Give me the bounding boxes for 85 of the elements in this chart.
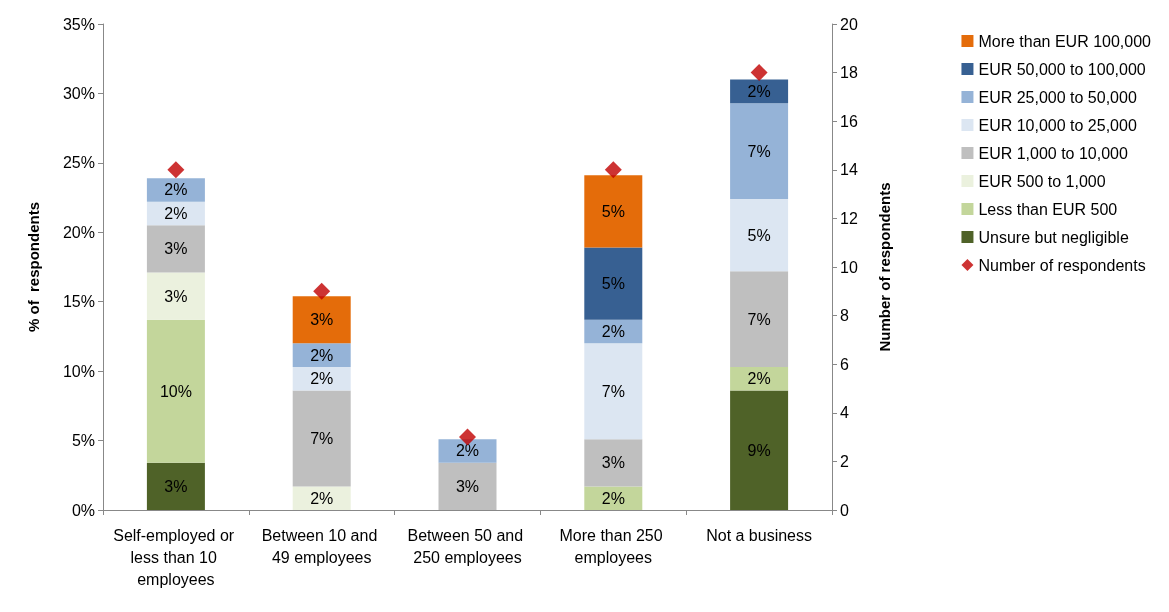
- data-label: 3%: [164, 477, 188, 495]
- point: [167, 161, 185, 179]
- data-label: 3%: [164, 240, 188, 258]
- y2-tick-label: 10: [840, 258, 858, 276]
- y-tick-label: 5%: [71, 432, 95, 450]
- x-tick-label: Between 50 and 250 employees: [407, 526, 528, 566]
- bar: [730, 103, 789, 199]
- bar: [730, 390, 789, 510]
- x-tick-label: Not a business: [706, 526, 813, 544]
- legend-label: Unsure but negligible: [978, 228, 1129, 246]
- x-tick-label: Self-employed or less than 10 employees: [113, 526, 239, 588]
- data-label: 7%: [310, 429, 334, 447]
- y2-tick-label: 12: [840, 209, 858, 227]
- legend-label: Number of respondents: [978, 256, 1146, 274]
- bar: [292, 296, 351, 344]
- bar: [292, 390, 351, 487]
- bar: [146, 225, 205, 273]
- legend-label: EUR 25,000 to 50,000: [978, 88, 1137, 106]
- legend-label: EUR 500 to 1,000: [978, 172, 1106, 190]
- y2-tick-label: 16: [840, 112, 858, 130]
- legend-label: More than EUR 100,000: [978, 32, 1152, 50]
- bar: [292, 343, 351, 367]
- point: [604, 161, 622, 179]
- y2-tick-label: 8: [840, 307, 849, 325]
- data-label: 3%: [455, 477, 480, 495]
- bar: [584, 247, 643, 320]
- y-tick-label: 25%: [62, 154, 95, 172]
- y-tick-label: 20%: [62, 223, 95, 241]
- data-label: 2%: [601, 489, 625, 507]
- y-axis-title: % of respondents: [25, 201, 42, 333]
- y-tick-label: 30%: [62, 84, 95, 102]
- y2-tick-label: 20: [840, 15, 858, 33]
- data-label: 7%: [747, 310, 771, 328]
- bar: [146, 319, 205, 463]
- data-label: 5%: [601, 202, 625, 220]
- bar: [146, 462, 205, 510]
- y2-tick-label: 14: [840, 161, 858, 179]
- data-label: 3%: [164, 287, 188, 305]
- data-label: 5%: [747, 226, 771, 244]
- data-label: 10%: [159, 382, 192, 400]
- bar: [730, 366, 789, 391]
- y2-tick-label: 0: [840, 501, 849, 519]
- bar: [438, 462, 497, 510]
- bar: [730, 271, 789, 367]
- bar: [292, 366, 351, 391]
- y-tick-label: 35%: [62, 15, 95, 33]
- data-label: 9%: [747, 441, 771, 459]
- bar: [584, 486, 643, 510]
- x-tick-label: More than 250 employees: [559, 526, 668, 566]
- data-label: 2%: [455, 442, 480, 460]
- bar: [584, 343, 643, 440]
- legend-label: EUR 50,000 to 100,000: [978, 60, 1146, 78]
- bar: [146, 272, 205, 320]
- data-label: 3%: [601, 454, 625, 472]
- y-tick-label: 15%: [62, 293, 95, 311]
- bar: [584, 175, 643, 248]
- legend-label: EUR 1,000 to 10,000: [978, 144, 1128, 162]
- bar: [584, 439, 643, 487]
- bar: [146, 178, 205, 202]
- y2-tick-label: 2: [840, 452, 849, 470]
- x-tick-label: Between 10 and 49 employees: [261, 526, 382, 566]
- data-label: 2%: [747, 82, 771, 100]
- data-label: 2%: [747, 370, 771, 388]
- data-label: 2%: [164, 181, 188, 199]
- data-label: 7%: [747, 142, 771, 160]
- data-label: 3%: [310, 311, 334, 329]
- y-tick-label: 10%: [62, 362, 95, 380]
- data-label: 7%: [601, 382, 625, 400]
- y-tick-label: 0%: [71, 501, 95, 519]
- data-label: 2%: [164, 205, 188, 223]
- point: [313, 282, 331, 300]
- data-label: 2%: [310, 370, 334, 388]
- bar: [730, 198, 789, 272]
- data-label: 2%: [310, 346, 334, 364]
- point: [750, 64, 768, 82]
- y2-tick-label: 4: [840, 404, 849, 422]
- legend-label: EUR 10,000 to 25,000: [978, 116, 1137, 134]
- y2-axis-title: Number of respondents: [876, 182, 893, 352]
- data-label: 2%: [601, 323, 625, 341]
- legend-label: Less than EUR 500: [978, 200, 1118, 218]
- y2-tick-label: 6: [840, 355, 849, 373]
- data-label: 5%: [601, 275, 625, 293]
- bar: [292, 486, 351, 510]
- y2-tick-label: 18: [840, 64, 858, 82]
- data-label: 2%: [310, 489, 334, 507]
